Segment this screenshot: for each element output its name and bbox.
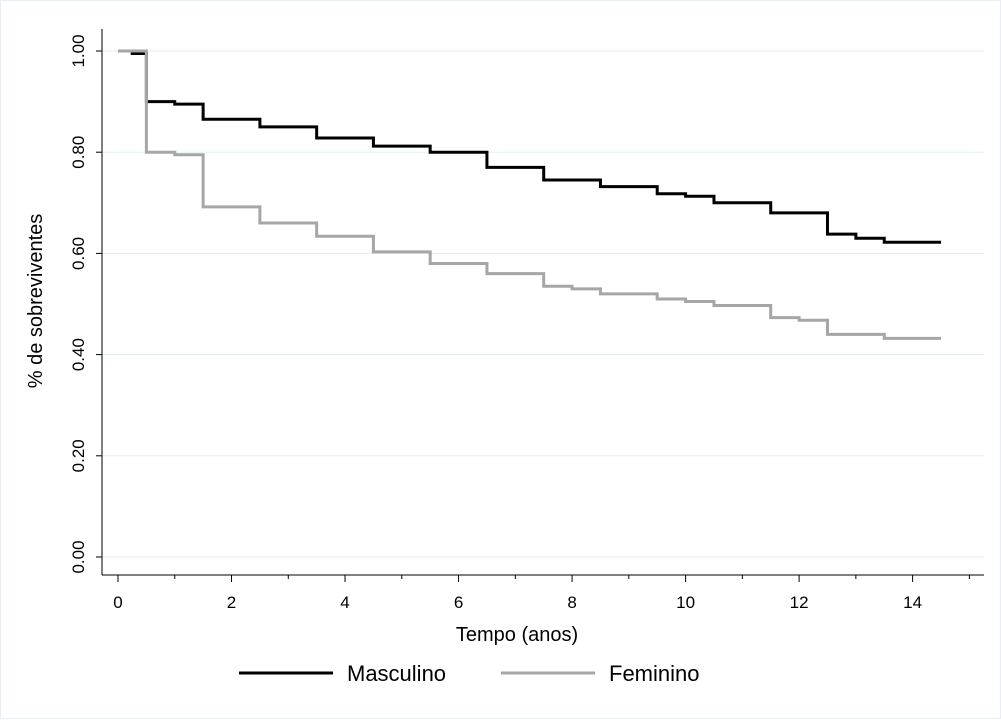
x-tick-label: 12: [790, 593, 809, 612]
x-axis-title: Tempo (anos): [456, 624, 578, 646]
series-line-masculino: [118, 49, 941, 244]
legend: Masculino Feminino: [239, 661, 699, 686]
y-tick-label: 0.20: [69, 439, 88, 472]
x-tick-label: 0: [113, 593, 122, 612]
y-tick-label: 0.40: [69, 338, 88, 371]
axes: [101, 29, 984, 576]
x-tick-label: 2: [227, 593, 236, 612]
series-line-feminino: [118, 49, 941, 340]
legend-label-masculino: Masculino: [347, 661, 446, 686]
x-tick-label: 14: [903, 593, 922, 612]
y-tick-label: 0.60: [69, 237, 88, 270]
gridlines: [102, 50, 984, 558]
plot-area: [102, 29, 984, 576]
x-tick-label: 6: [454, 593, 463, 612]
x-ticks: 0 2 4 6 8 10 12 14: [113, 575, 970, 612]
y-ticks: 0.00 0.20 0.40 0.60 0.80 1.00: [69, 34, 102, 574]
x-tick-label: 8: [567, 593, 576, 612]
y-axis-title: % de sobreviventes: [25, 214, 47, 389]
legend-label-feminino: Feminino: [609, 661, 699, 686]
x-tick-label: 4: [340, 593, 349, 612]
y-tick-label: 0.00: [69, 540, 88, 573]
x-tick-label: 10: [676, 593, 695, 612]
y-tick-label: 1.00: [69, 34, 88, 67]
y-tick-label: 0.80: [69, 136, 88, 169]
series-lines: [118, 49, 941, 340]
